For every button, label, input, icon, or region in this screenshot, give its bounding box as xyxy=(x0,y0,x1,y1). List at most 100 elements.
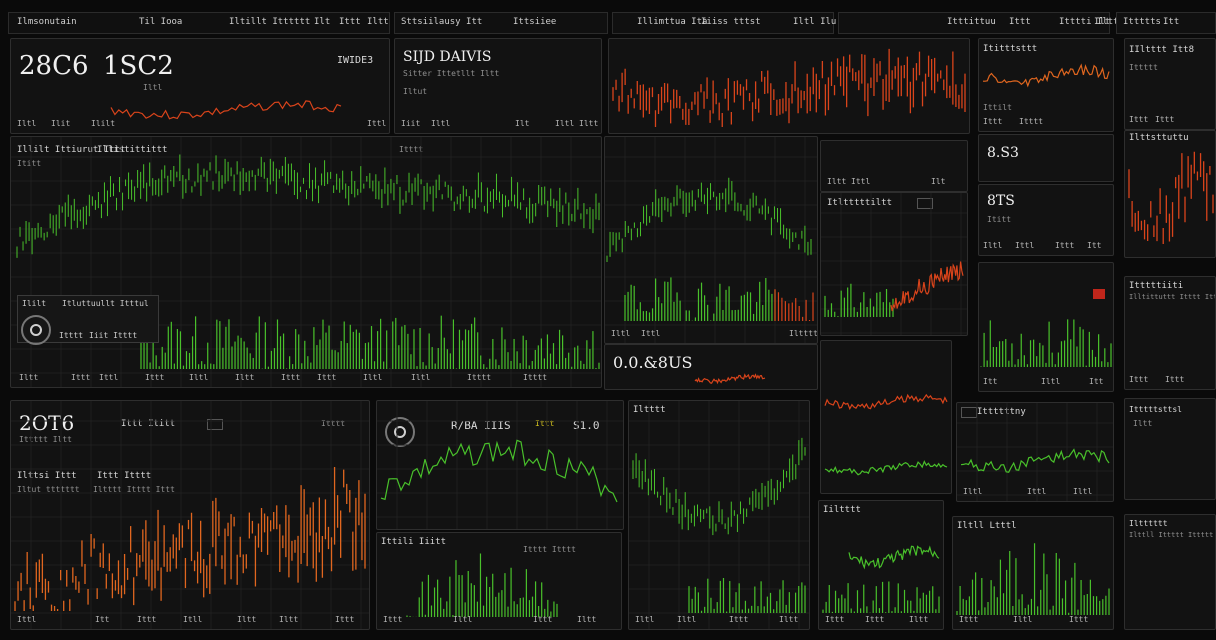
footer-label: Ilit xyxy=(51,119,71,128)
label: Ilttsi Ittt xyxy=(17,471,77,481)
chip[interactable] xyxy=(207,419,223,430)
axis-label: Ittl xyxy=(99,373,119,382)
toolbar-item[interactable]: Itttti Iltt xyxy=(1059,17,1119,27)
toolbar-item[interactable]: Sttsiilausy Itt xyxy=(401,17,483,27)
green-line-chart xyxy=(377,401,623,529)
panel-value: 8TS xyxy=(987,193,1015,209)
right-panel-1[interactable]: Ititttsttt Ittilt Ittt Itttt xyxy=(978,38,1114,132)
right-panel-4[interactable]: Itt Iltl Itt xyxy=(978,262,1114,392)
green-candle-chart xyxy=(629,401,809,629)
toolbar-item[interactable]: Itttittuu xyxy=(947,17,996,27)
footer-label: Ittt xyxy=(959,615,979,624)
green-volume-chart-2 xyxy=(956,543,1110,615)
series-line xyxy=(848,545,940,570)
panel-title: Ilttsttuttu xyxy=(1129,133,1189,143)
panel-badge: Itttt xyxy=(321,419,346,428)
toolbar-item[interactable]: Itt xyxy=(1163,17,1180,27)
right-panel-2[interactable]: 8.S3 xyxy=(978,134,1114,182)
toolbar-group-1[interactable]: Ilmsonutain Til Iooa Iltillt Itttttt Ilt… xyxy=(8,12,390,34)
legend-label: Itluttuullt Itttul xyxy=(62,299,149,308)
footer-label: Iltt xyxy=(909,615,929,624)
toolbar-item[interactable]: Ilt xyxy=(314,17,331,27)
value-right: 1SC2 xyxy=(103,51,174,81)
toolbar-item[interactable]: Iltillt Itttttt xyxy=(229,17,311,27)
green-line-panel[interactable]: R/BA IIIS Ittt S1.0 xyxy=(376,400,624,530)
panel-footer: Ittt Ittt xyxy=(1125,115,1215,127)
footer-label: Iiit xyxy=(401,119,421,128)
panel-footer: Ittt Iltl Ittt xyxy=(953,615,1113,627)
bottom-left-panel[interactable]: 2OT6 Ittttt Iltt Ittt Ititt Itttt Ilttsi… xyxy=(10,400,370,630)
main-badge: Itttt xyxy=(399,145,424,154)
far-panel-5[interactable]: Iltttttt Ilttll Ittttt Ittttt xyxy=(1124,514,1216,630)
main-title-2: Illistittittt xyxy=(97,145,168,155)
far-panel-1[interactable]: IIltttt Itt8 Ittttt Ittt Ittt xyxy=(1124,38,1216,130)
green-volume-chart xyxy=(406,553,558,617)
toolbar-group-4[interactable]: Itttittuu Ittt Itttti Iltt Ilt xyxy=(838,12,1119,34)
toolbar-item[interactable]: Til Iooa xyxy=(139,17,183,27)
toolbar-group-5[interactable]: Ittttts Itt xyxy=(1116,12,1216,34)
right-panel-3[interactable]: 8TS Ititt Iltl Ittl Ittt Itt xyxy=(978,184,1114,256)
toolbar-item[interactable]: Iltt xyxy=(367,17,389,27)
axis-label: Ittt xyxy=(71,373,91,382)
summary-panel-2[interactable]: SIJD DAIVIS Sitter Ittetllt Iltt Iltut I… xyxy=(394,38,602,134)
toolbar-item[interactable]: Ittsiiee xyxy=(513,17,557,27)
chart-panel-red[interactable] xyxy=(608,38,970,134)
panel-footer: Iltl Ilit Ililt Ittl xyxy=(11,119,389,131)
mid-value-panel[interactable]: 0.0.&8US xyxy=(604,344,818,390)
axis-label: Ittt xyxy=(281,373,301,382)
mid-right-chart-2[interactable] xyxy=(820,340,952,494)
footer-label: Ittt xyxy=(865,615,885,624)
toolbar-item[interactable]: Ittt xyxy=(1009,17,1031,27)
footer-label: Ittl xyxy=(1015,241,1035,250)
far-panel-4[interactable]: Itttttsttsl Iltt xyxy=(1124,398,1216,500)
green-line-chart-3 xyxy=(957,403,1113,501)
far-panel-2[interactable]: Ilttsttuttu xyxy=(1124,130,1216,258)
series-line xyxy=(824,460,948,476)
panel-sub: Ittttt Iltt xyxy=(19,435,72,444)
main-chart-panel[interactable]: Illilt Ittiurut Ittt Illistittittt Ititt… xyxy=(10,136,602,388)
footer-label: Iltl xyxy=(677,615,697,624)
toolbar-item[interactable]: Ilt xyxy=(1094,17,1111,27)
footer-label: Iltl xyxy=(431,119,451,128)
panel-title: Ititttsttt xyxy=(983,44,1038,54)
green-candle-panel[interactable]: Iltttt Iltl Iltl Ittt Iltt xyxy=(628,400,810,630)
mid-right-chart[interactable]: Itltttttiltt xyxy=(820,192,968,336)
chip[interactable] xyxy=(917,198,933,209)
green-volume-panel-2[interactable]: Iltll Ltttl Ittt Iltl Ittt xyxy=(952,516,1114,630)
toolbar-item[interactable]: Illimttua Ita xyxy=(637,17,708,27)
main-title: Illilt Ittiurut Ittt xyxy=(17,145,126,155)
panel-sub: Sitter Ittetllt Iltt xyxy=(403,69,500,78)
green-line-panel-2[interactable]: Iiltttt Ittt Ittt Iltt xyxy=(818,500,944,630)
footer-label: Itt xyxy=(1089,377,1104,386)
mixed-chart xyxy=(821,193,967,335)
footer-label: Ittt xyxy=(1155,115,1175,124)
green-line-panel-3[interactable]: Ittttttny Iltl Ittl Iltl xyxy=(956,402,1114,502)
panel-right: S1.0 xyxy=(573,419,600,432)
toolbar-item[interactable]: Ittt xyxy=(339,17,361,27)
footer-label: Ittl xyxy=(641,329,661,338)
toolbar-group-3[interactable]: Illimttua Ita Iiiss tttst Iltl Ilu xyxy=(612,12,837,34)
toolbar-item[interactable]: Iltl Ilu xyxy=(793,17,837,27)
panel-footer: Ittt Ittt xyxy=(1125,375,1215,387)
footer-label: Itt xyxy=(95,615,110,624)
panel-footer: Iltl Ittl Ittt Itt xyxy=(979,241,1113,253)
toolbar-group-2[interactable]: Sttsiilausy Itt Ittsiiee xyxy=(394,12,608,34)
panel-title: Itltttttiltt xyxy=(827,198,893,208)
footer-label: Ittl xyxy=(17,615,37,624)
footer-label: Ittt xyxy=(137,615,157,624)
summary-panel-1[interactable]: 28C6 1SC2 IWIDE3 Iltl Iltl Ilit Ililt It… xyxy=(10,38,390,134)
mid-right-top[interactable]: Iltt Ittl Ilt xyxy=(820,140,968,192)
footer-label: Ittt xyxy=(1165,375,1185,384)
panel-title: Iiltttt xyxy=(823,505,861,515)
mid-chart-panel[interactable]: Iltl Ittl Iltttt xyxy=(604,136,818,344)
footer-label: Iltt xyxy=(827,177,847,186)
value-left: 28C6 xyxy=(19,51,89,81)
toolbar-item[interactable]: Iiiss tttst xyxy=(701,17,761,27)
green-volume-panel[interactable]: Ittili Iiitt Itttt Itttt Ittt Iltl Ittt … xyxy=(376,532,622,630)
toolbar-item[interactable]: Ilmsonutain xyxy=(17,17,77,27)
toolbar-item[interactable]: Ittttts xyxy=(1123,17,1161,27)
spark-orange xyxy=(983,63,1110,88)
footer-label: Iltl xyxy=(17,119,37,128)
far-panel-3[interactable]: Itttttiiti Illtittuttt Itttt Itt Ittt It… xyxy=(1124,276,1216,390)
panel-title: Ittili Iiitt xyxy=(381,537,447,547)
